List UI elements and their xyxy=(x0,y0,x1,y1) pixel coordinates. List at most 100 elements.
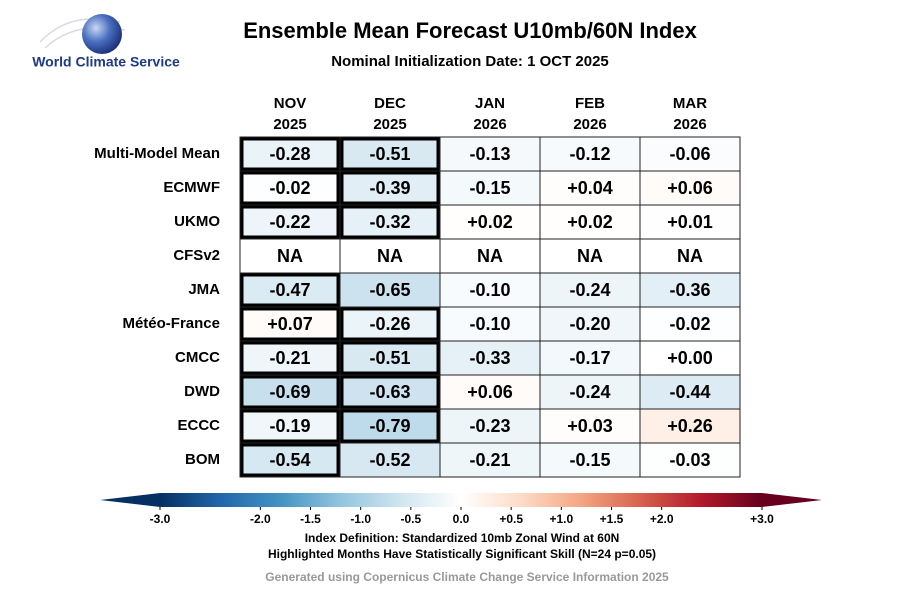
cell-label: -0.24 xyxy=(569,280,610,300)
chart-subtitle: Nominal Initialization Date: 1 OCT 2025 xyxy=(331,53,609,70)
significance-border xyxy=(340,205,440,239)
cell-label: -0.15 xyxy=(469,178,510,198)
cell xyxy=(539,204,641,240)
colorbar-tick-label: +0.5 xyxy=(499,512,523,526)
column-year: 2026 xyxy=(473,116,506,133)
cell xyxy=(539,306,641,342)
cell xyxy=(339,374,441,410)
significance-border xyxy=(340,307,440,341)
colorbar-tick-label: -1.0 xyxy=(350,512,371,526)
colorbar-tick-label: +1.5 xyxy=(600,512,624,526)
colorbar-extend-low xyxy=(100,493,160,507)
cell-label: -0.24 xyxy=(569,382,610,402)
significance-border xyxy=(340,409,440,443)
column-month: JAN xyxy=(475,95,505,112)
colorbar-tick-label: +1.0 xyxy=(549,512,573,526)
cell xyxy=(639,170,741,206)
column-month: NOV xyxy=(274,95,307,112)
cell xyxy=(639,374,741,410)
row-label: CFSv2 xyxy=(173,247,220,264)
cell xyxy=(639,442,741,478)
cell-label: -0.28 xyxy=(269,144,310,164)
cell xyxy=(439,442,541,478)
cell-label: +0.00 xyxy=(667,348,713,368)
cell xyxy=(339,442,441,478)
row-label: ECMWF xyxy=(163,179,220,196)
cell xyxy=(639,238,741,274)
significance-border xyxy=(240,375,340,409)
significance-border xyxy=(240,171,340,205)
cell-label: -0.02 xyxy=(269,178,310,198)
cell-label: -0.33 xyxy=(469,348,510,368)
cell-label: -0.06 xyxy=(669,144,710,164)
cell-label: -0.47 xyxy=(269,280,310,300)
colorbar-tick-label: +3.0 xyxy=(750,512,774,526)
cell-label: -0.52 xyxy=(369,450,410,470)
cell-label: NA xyxy=(277,246,303,266)
cell-label: -0.54 xyxy=(269,450,310,470)
significance-border xyxy=(240,409,340,443)
cell xyxy=(639,408,741,444)
cell-label: -0.23 xyxy=(469,416,510,436)
note: Index Definition: Standardized 10mb Zona… xyxy=(305,531,620,545)
cell-label: -0.12 xyxy=(569,144,610,164)
cell-label: -0.26 xyxy=(369,314,410,334)
column-year: 2026 xyxy=(673,116,706,133)
row-label: CMCC xyxy=(175,349,220,366)
column-year: 2025 xyxy=(373,116,406,133)
significance-border xyxy=(240,205,340,239)
column-year: 2025 xyxy=(273,116,306,133)
cell-label: +0.01 xyxy=(667,212,713,232)
cell-label: NA xyxy=(677,246,703,266)
cell xyxy=(239,340,341,376)
row-label: BOM xyxy=(185,451,220,468)
cell-label: -0.32 xyxy=(369,212,410,232)
cell-label: -0.03 xyxy=(669,450,710,470)
row-label: ECCC xyxy=(177,417,220,434)
cell-label: -0.21 xyxy=(269,348,310,368)
significance-border xyxy=(340,341,440,375)
row-label: JMA xyxy=(188,281,220,298)
cell-label: +0.04 xyxy=(567,178,613,198)
cell xyxy=(339,272,441,308)
cell-label: -0.44 xyxy=(669,382,710,402)
cell xyxy=(439,136,541,172)
cell-label: +0.02 xyxy=(467,212,513,232)
cell-label: -0.13 xyxy=(469,144,510,164)
cell xyxy=(239,272,341,308)
cell xyxy=(539,374,641,410)
colorbar-tick-label: -2.0 xyxy=(250,512,271,526)
cell xyxy=(639,306,741,342)
colorbar-tick-label: +2.0 xyxy=(650,512,674,526)
cell-label: -0.39 xyxy=(369,178,410,198)
row-label: Météo-France xyxy=(122,315,220,332)
significance-border xyxy=(240,443,340,477)
cell xyxy=(539,442,641,478)
cell-label: -0.69 xyxy=(269,382,310,402)
cell-label: -0.19 xyxy=(269,416,310,436)
cell-label: -0.65 xyxy=(369,280,410,300)
column-month: DEC xyxy=(374,95,406,112)
cell xyxy=(439,272,541,308)
cell-label: -0.17 xyxy=(569,348,610,368)
cell xyxy=(339,204,441,240)
cell-label: -0.10 xyxy=(469,280,510,300)
cell xyxy=(239,374,341,410)
cell-label: -0.15 xyxy=(569,450,610,470)
cell-label: -0.02 xyxy=(669,314,710,334)
cell-label: NA xyxy=(477,246,503,266)
chart-title: Ensemble Mean Forecast U10mb/60N Index xyxy=(243,18,697,43)
cell-label: NA xyxy=(577,246,603,266)
logo: World Climate Service xyxy=(32,14,180,70)
cell-label: -0.51 xyxy=(369,348,410,368)
credit: Generated using Copernicus Climate Chang… xyxy=(265,570,669,584)
cell-label: -0.20 xyxy=(569,314,610,334)
significance-border xyxy=(340,137,440,171)
cell-label: -0.36 xyxy=(669,280,710,300)
cell-label: -0.22 xyxy=(269,212,310,232)
cell xyxy=(539,238,641,274)
cell-label: -0.63 xyxy=(369,382,410,402)
row-label: DWD xyxy=(184,383,220,400)
